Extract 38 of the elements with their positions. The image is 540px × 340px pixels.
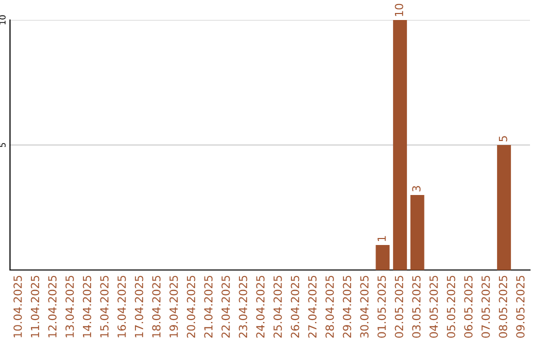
x-tick-label: 01.05.2025	[377, 276, 386, 338]
x-tick-label: 13.04.2025	[65, 276, 74, 338]
x-tick-label: 23.04.2025	[238, 276, 248, 338]
x-tick-label: 29.04.2025	[342, 276, 352, 338]
x-tick-label: 11.04.2025	[30, 276, 40, 338]
data-label: 1	[378, 236, 386, 241]
x-tick-label: 27.04.2025	[308, 276, 317, 338]
x-tick-label: 05.05.2025	[446, 276, 456, 338]
x-tick-label: 30.04.2025	[360, 276, 369, 338]
x-tick-label: 03.05.2025	[412, 276, 421, 338]
x-tick-label: 20.04.2025	[186, 276, 196, 338]
data-label: 5	[498, 136, 508, 142]
bar	[376, 245, 390, 270]
x-tick-label: 07.05.2025	[481, 276, 490, 338]
x-tick-label: 21.04.2025	[204, 276, 213, 338]
x-tick-label: 06.05.2025	[464, 276, 473, 338]
x-tick-label: 16.04.2025	[117, 276, 126, 338]
bar	[497, 145, 511, 270]
x-tick-label: 15.04.2025	[100, 276, 109, 338]
x-tick-label: 09.05.2025	[516, 276, 525, 338]
data-label: 10	[394, 4, 404, 16]
x-tick-label: 04.05.2025	[429, 276, 438, 338]
x-tick-label: 25.04.2025	[273, 276, 282, 338]
x-tick-label: 26.04.2025	[290, 276, 300, 338]
bar	[410, 195, 424, 270]
x-tick-label: 19.04.2025	[169, 276, 178, 338]
x-tick-label: 02.05.2025	[394, 276, 404, 338]
x-tick-label: 18.04.2025	[152, 276, 161, 338]
bar	[393, 20, 407, 270]
x-tick-label: 28.04.2025	[325, 276, 334, 338]
x-tick-label: 24.04.2025	[256, 276, 265, 338]
x-tick-label: 22.04.2025	[221, 276, 230, 338]
x-tick-label: 08.05.2025	[498, 276, 508, 338]
x-tick-label: 14.04.2025	[82, 276, 92, 338]
x-tick-label: 10.04.2025	[13, 276, 22, 338]
x-tick-label: 17.04.2025	[134, 276, 144, 338]
data-label: 3	[412, 186, 421, 192]
x-tick-label: 12.04.2025	[48, 276, 57, 338]
